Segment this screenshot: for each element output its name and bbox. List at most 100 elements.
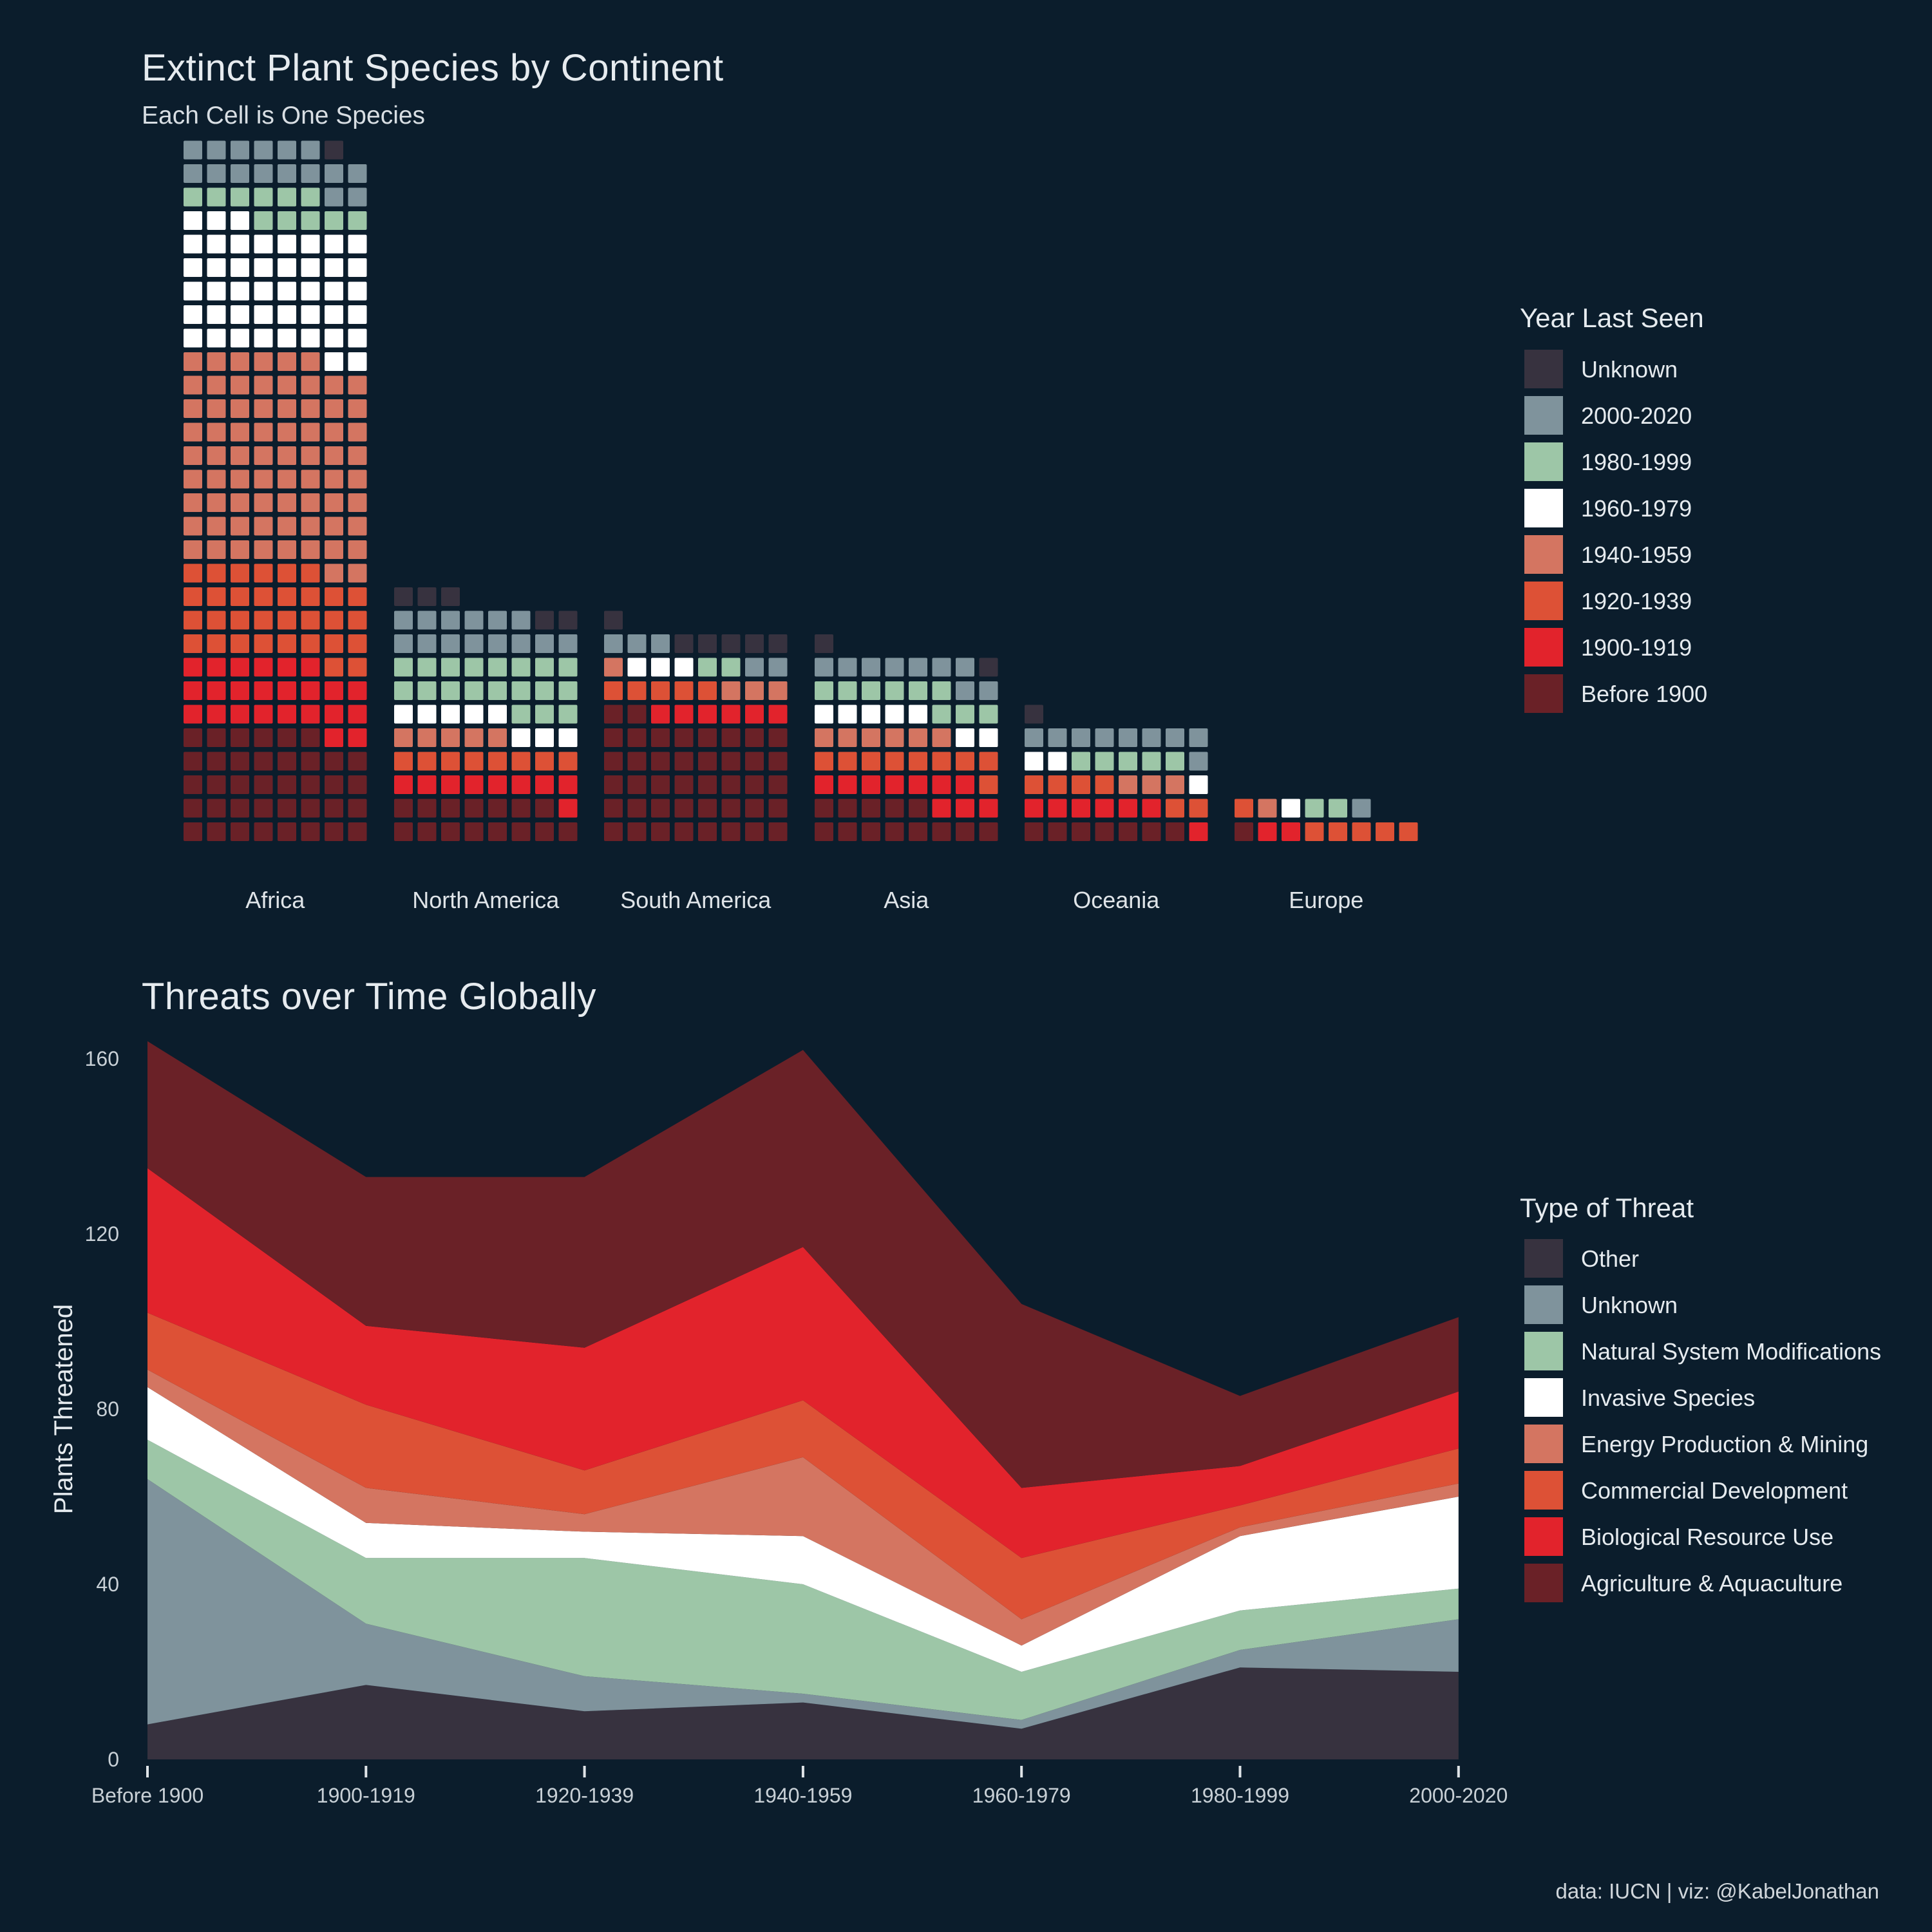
waffle-cell (231, 775, 249, 794)
waffle-cell (698, 658, 717, 677)
legend-swatch (1524, 1332, 1563, 1370)
waffle-cell (207, 422, 226, 442)
waffle-cell (511, 681, 531, 700)
waffle-cell (348, 493, 367, 512)
waffle-cell (207, 258, 226, 277)
waffle-cell (184, 822, 202, 841)
waffle-cell (325, 234, 343, 254)
waffle-cell (1189, 728, 1208, 747)
waffle-cell (1072, 752, 1090, 771)
waffle-cell (1399, 822, 1418, 841)
waffle-cell (348, 634, 367, 653)
waffle-cell (885, 658, 904, 677)
waffle-cell (674, 658, 694, 677)
waffle-cell (1166, 728, 1184, 747)
waffle-cell (231, 516, 249, 536)
waffle-cell (1025, 799, 1043, 818)
waffle-cell (885, 752, 904, 771)
waffle-cell (932, 752, 951, 771)
waffle-cell (511, 799, 531, 818)
waffle-cell (1048, 822, 1067, 841)
waffle-cell (301, 775, 320, 794)
waffle-cell (207, 469, 226, 489)
legend-label: 1920-1939 (1581, 588, 1692, 614)
waffle-cell (604, 775, 623, 794)
area-layers (147, 1041, 1459, 1759)
waffle-cell (301, 305, 320, 324)
waffle-cell (838, 705, 857, 724)
waffle-cell (417, 799, 437, 818)
legend-label: Other (1581, 1245, 1639, 1272)
waffle-cell (348, 799, 367, 818)
waffle-cell (348, 469, 367, 489)
waffle-cell (301, 540, 320, 559)
waffle-cell (278, 634, 296, 653)
waffle-cell (325, 281, 343, 301)
waffle-cell (231, 822, 249, 841)
waffle-cell (464, 775, 484, 794)
waffle-cell (184, 258, 202, 277)
waffle-cell (488, 611, 507, 630)
waffle-cell (348, 375, 367, 395)
waffle-cell (558, 728, 578, 747)
waffle-cell (278, 564, 296, 583)
waffle-cell (885, 822, 904, 841)
waffle-cell (1142, 752, 1161, 771)
waffle-cell (184, 681, 202, 700)
waffle-cell (511, 752, 531, 771)
waffle-cell (768, 775, 788, 794)
waffle-cell (1025, 775, 1043, 794)
waffle-cell (254, 422, 273, 442)
waffle-cell (254, 258, 273, 277)
waffle-cell (184, 422, 202, 442)
waffle-cell (207, 728, 226, 747)
waffle-cell (254, 681, 273, 700)
legend-swatch (1524, 1471, 1563, 1510)
waffle-cell (278, 422, 296, 442)
waffle-cell (674, 728, 694, 747)
waffle-cell (417, 611, 437, 630)
waffle-cell (979, 681, 998, 700)
waffle-cell (417, 681, 437, 700)
waffle-cell (1119, 728, 1137, 747)
waffle-cell (278, 728, 296, 747)
waffle-cell (348, 281, 367, 301)
waffle-cell (207, 611, 226, 630)
x-tick-label: 1920-1939 (535, 1784, 634, 1807)
waffle-cell (1166, 752, 1184, 771)
waffle-cell (862, 658, 880, 677)
waffle-cell (417, 775, 437, 794)
waffle-cell (301, 187, 320, 207)
waffle-cell (558, 705, 578, 724)
waffle-cell (325, 611, 343, 630)
waffle-cell (301, 446, 320, 465)
waffle-cell (231, 164, 249, 183)
waffle-cell (721, 634, 741, 653)
legend-label: Before 1900 (1581, 681, 1707, 707)
waffle-cell (278, 611, 296, 630)
waffle-cell (441, 587, 460, 606)
waffle-cell (254, 775, 273, 794)
waffle-cell (815, 728, 833, 747)
legend-label: Biological Resource Use (1581, 1524, 1833, 1550)
waffle-cell (1095, 775, 1114, 794)
waffle-cell (184, 799, 202, 818)
waffle-cell (254, 446, 273, 465)
waffle-cell (1235, 822, 1253, 841)
waffle-cell (394, 681, 413, 700)
waffle-cell (207, 799, 226, 818)
waffle-africa: Africa (184, 140, 367, 913)
waffle-cell (325, 822, 343, 841)
waffle-cell (231, 234, 249, 254)
waffle-cell (231, 446, 249, 465)
waffle-cell (325, 516, 343, 536)
waffle-cell (301, 728, 320, 747)
waffle-cell (1258, 822, 1277, 841)
continent-label: North America (412, 887, 560, 913)
x-tick-label: Before 1900 (91, 1784, 204, 1807)
waffle-cell (278, 211, 296, 230)
waffle-cell (301, 516, 320, 536)
legend-swatch (1524, 1239, 1563, 1278)
waffle-cell (301, 752, 320, 771)
waffle-cell (838, 822, 857, 841)
